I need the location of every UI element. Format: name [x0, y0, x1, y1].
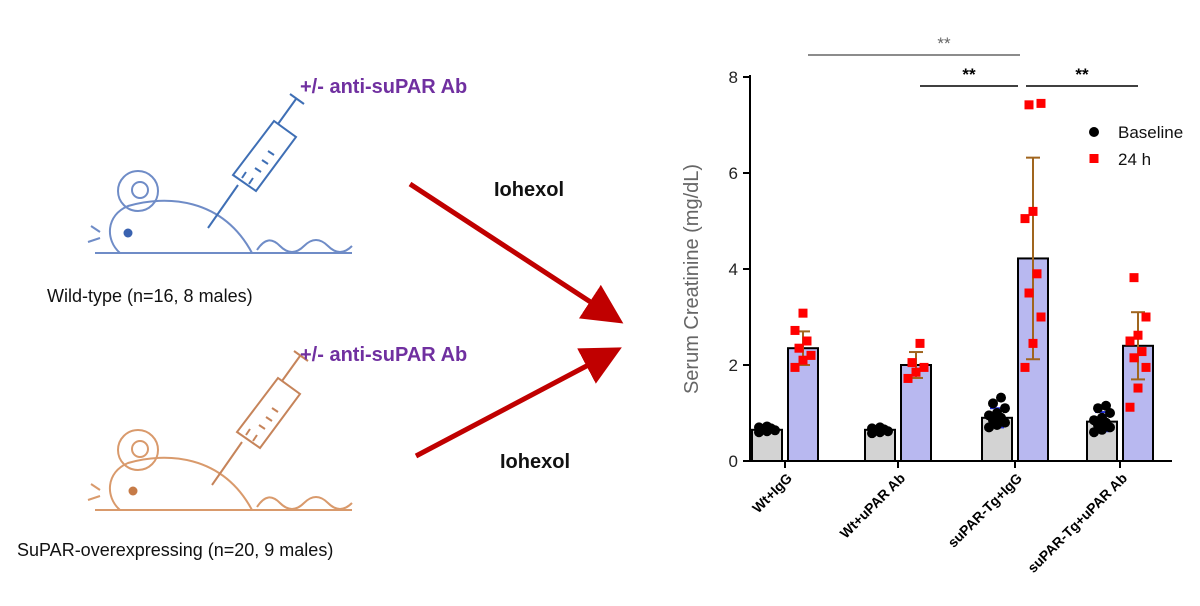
transgenic-mouse-icon — [87, 350, 353, 511]
top-mouse-caption: Wild-type (n=16, 8 males) — [47, 286, 253, 306]
bottom-antibody-label: +/- anti-suPAR Ab — [300, 344, 467, 366]
legend-24h-marker — [1089, 154, 1099, 163]
point-baseline-2-7 — [1000, 403, 1010, 414]
point-24h-3-5 — [1125, 336, 1135, 346]
x-tick-label-2: suPAR-Tg+IgG — [944, 470, 1025, 551]
point-24h-3-0 — [1125, 402, 1135, 412]
point-24h-3-8 — [1129, 273, 1139, 283]
point-24h-2-5 — [1020, 214, 1030, 224]
point-24h-0-1 — [798, 355, 808, 365]
y-tick-label-3: 6 — [729, 164, 738, 183]
y-tick-label-4: 8 — [729, 68, 738, 87]
point-baseline-3-6 — [1097, 412, 1107, 423]
point-24h-0-4 — [802, 336, 812, 346]
x-tick-label-3: suPAR-Tg+uPAR Ab — [1024, 470, 1130, 576]
y-tick-label-1: 2 — [729, 356, 738, 375]
point-baseline-2-6 — [992, 408, 1002, 418]
point-baseline-2-5 — [984, 410, 994, 421]
point-baseline-1-5 — [867, 423, 877, 434]
point-24h-2-6 — [1028, 206, 1038, 216]
significance-label-1: ** — [962, 65, 976, 84]
point-24h-0-6 — [798, 308, 808, 318]
point-24h-3-4 — [1137, 347, 1147, 357]
creatinine-chart: 0 2 4 6 8 Serum Creatinine (mg/dL) Wt+IgG Wt+uP… — [681, 34, 1183, 576]
top-agent-label: Iohexol — [494, 179, 564, 201]
significance-label-2: ** — [1075, 65, 1089, 84]
x-tick-label-0: Wt+IgG — [749, 470, 795, 516]
point-24h-2-3 — [1024, 288, 1034, 298]
point-24h-2-1 — [1028, 338, 1038, 348]
point-24h-2-8 — [1024, 100, 1034, 110]
significance-label-0: ** — [937, 34, 951, 53]
point-baseline-3-9 — [1101, 400, 1111, 411]
top-arrow-icon — [408, 181, 624, 324]
point-24h-1-4 — [915, 338, 925, 348]
point-baseline-3-5 — [1089, 415, 1099, 426]
top-antibody-label: +/- anti-suPAR Ab — [300, 76, 467, 98]
point-24h-3-2 — [1141, 362, 1151, 372]
point-24h-2-0 — [1020, 362, 1030, 372]
bottom-agent-label: Iohexol — [500, 451, 570, 473]
point-24h-3-7 — [1141, 312, 1151, 322]
point-baseline-0-5 — [754, 422, 764, 433]
point-24h-3-1 — [1133, 383, 1143, 393]
wildtype-mouse-icon — [87, 93, 353, 254]
y-axis-label: Serum Creatinine (mg/dL) — [681, 164, 703, 394]
transgenic-mouse-eye-icon — [128, 486, 138, 496]
point-24h-2-2 — [1036, 312, 1046, 322]
point-baseline-1-6 — [875, 422, 885, 433]
point-baseline-2-9 — [996, 392, 1006, 403]
legend-baseline-label: Baseline — [1118, 123, 1183, 142]
point-24h-0-0 — [790, 362, 800, 372]
point-24h-1-0 — [903, 373, 913, 383]
x-tick-label-1: Wt+uPAR Ab — [837, 470, 909, 542]
point-baseline-2-8 — [988, 398, 998, 409]
legend-24h-label: 24 h — [1118, 150, 1151, 169]
point-24h-1-1 — [911, 367, 921, 377]
point-24h-3-3 — [1129, 353, 1139, 363]
point-24h-0-5 — [790, 325, 800, 335]
point-baseline-0-6 — [762, 421, 772, 432]
point-24h-1-3 — [907, 358, 917, 368]
legend-baseline-marker — [1089, 127, 1099, 137]
y-tick-label-0: 0 — [729, 452, 738, 471]
point-24h-2-4 — [1032, 269, 1042, 279]
bottom-arrow-icon — [414, 347, 622, 459]
point-baseline-3-8 — [1093, 403, 1103, 414]
point-24h-2-7 — [1036, 98, 1046, 108]
bottom-mouse-caption: SuPAR-overexpressing (n=20, 9 males) — [17, 540, 333, 560]
y-tick-label-2: 4 — [729, 260, 738, 279]
point-24h-3-6 — [1133, 330, 1143, 340]
point-24h-1-2 — [919, 362, 929, 372]
point-24h-0-3 — [794, 343, 804, 353]
wildtype-mouse-eye-icon — [123, 228, 133, 238]
point-24h-0-2 — [806, 350, 816, 360]
